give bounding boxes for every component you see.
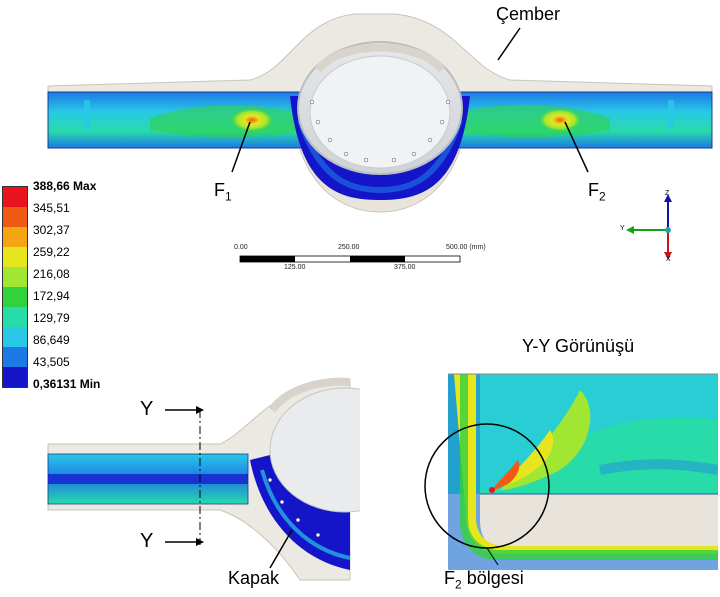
legend-label: 43,505 bbox=[33, 355, 70, 369]
hotspot-f2 bbox=[538, 108, 582, 132]
leader-f2-region bbox=[486, 547, 499, 566]
scale-tick-250: 250.00 bbox=[338, 244, 360, 251]
legend-label: 345,51 bbox=[33, 201, 70, 215]
scale-tick-125: 125.00 bbox=[284, 264, 306, 271]
label-f1: F1 bbox=[214, 180, 232, 204]
scale-tick-500: 500.00 (mm) bbox=[446, 244, 486, 251]
label-kapak: Kapak bbox=[228, 568, 280, 588]
label-y-bottom: Y bbox=[140, 530, 154, 552]
leader-kapak bbox=[269, 529, 293, 569]
legend-label: 259,22 bbox=[33, 245, 70, 259]
legend-swatch bbox=[3, 327, 27, 347]
triad-x: X bbox=[666, 256, 671, 263]
label-cember: Çember bbox=[496, 4, 561, 24]
label-f2: F2 bbox=[588, 180, 606, 204]
scale-bar bbox=[239, 255, 461, 263]
main-axle-housing-view bbox=[47, 13, 713, 213]
legend-swatch bbox=[3, 207, 27, 227]
hotspot-f1 bbox=[230, 108, 274, 132]
legend-label: 216,08 bbox=[33, 267, 70, 281]
legend-swatch bbox=[3, 267, 27, 287]
legend-label: 86,649 bbox=[33, 333, 70, 347]
legend-label: 302,37 bbox=[33, 223, 70, 237]
section-view bbox=[47, 377, 360, 581]
scale-tick-375: 375.00 bbox=[394, 264, 416, 271]
detail-view-yy bbox=[424, 373, 718, 570]
leader-cember bbox=[497, 27, 521, 61]
legend-label: 172,94 bbox=[33, 289, 70, 303]
triad-y: Y bbox=[620, 225, 625, 232]
leader-f1 bbox=[231, 121, 251, 173]
legend-swatch bbox=[3, 247, 27, 267]
legend-swatch bbox=[3, 307, 27, 327]
legend-label: 129,79 bbox=[33, 311, 70, 325]
legend-swatch bbox=[3, 347, 27, 367]
leader-f2 bbox=[564, 121, 589, 173]
label-y-top: Y bbox=[140, 398, 154, 420]
scale-tick-0: 0.00 bbox=[234, 244, 248, 251]
legend-swatch bbox=[3, 187, 27, 207]
label-yy-view: Y-Y Görünüşü bbox=[522, 336, 635, 356]
legend-swatch bbox=[3, 227, 27, 247]
legend-label: 0,36131 Min bbox=[33, 377, 101, 391]
legend-swatch bbox=[3, 287, 27, 307]
triad-z: Z bbox=[665, 190, 670, 197]
legend-swatch bbox=[3, 367, 27, 387]
stress-legend-colorbar bbox=[2, 186, 28, 388]
axis-triad bbox=[626, 194, 672, 260]
legend-label: 388,66 Max bbox=[33, 179, 97, 193]
label-f2-region: F2 bölgesi bbox=[444, 568, 524, 592]
